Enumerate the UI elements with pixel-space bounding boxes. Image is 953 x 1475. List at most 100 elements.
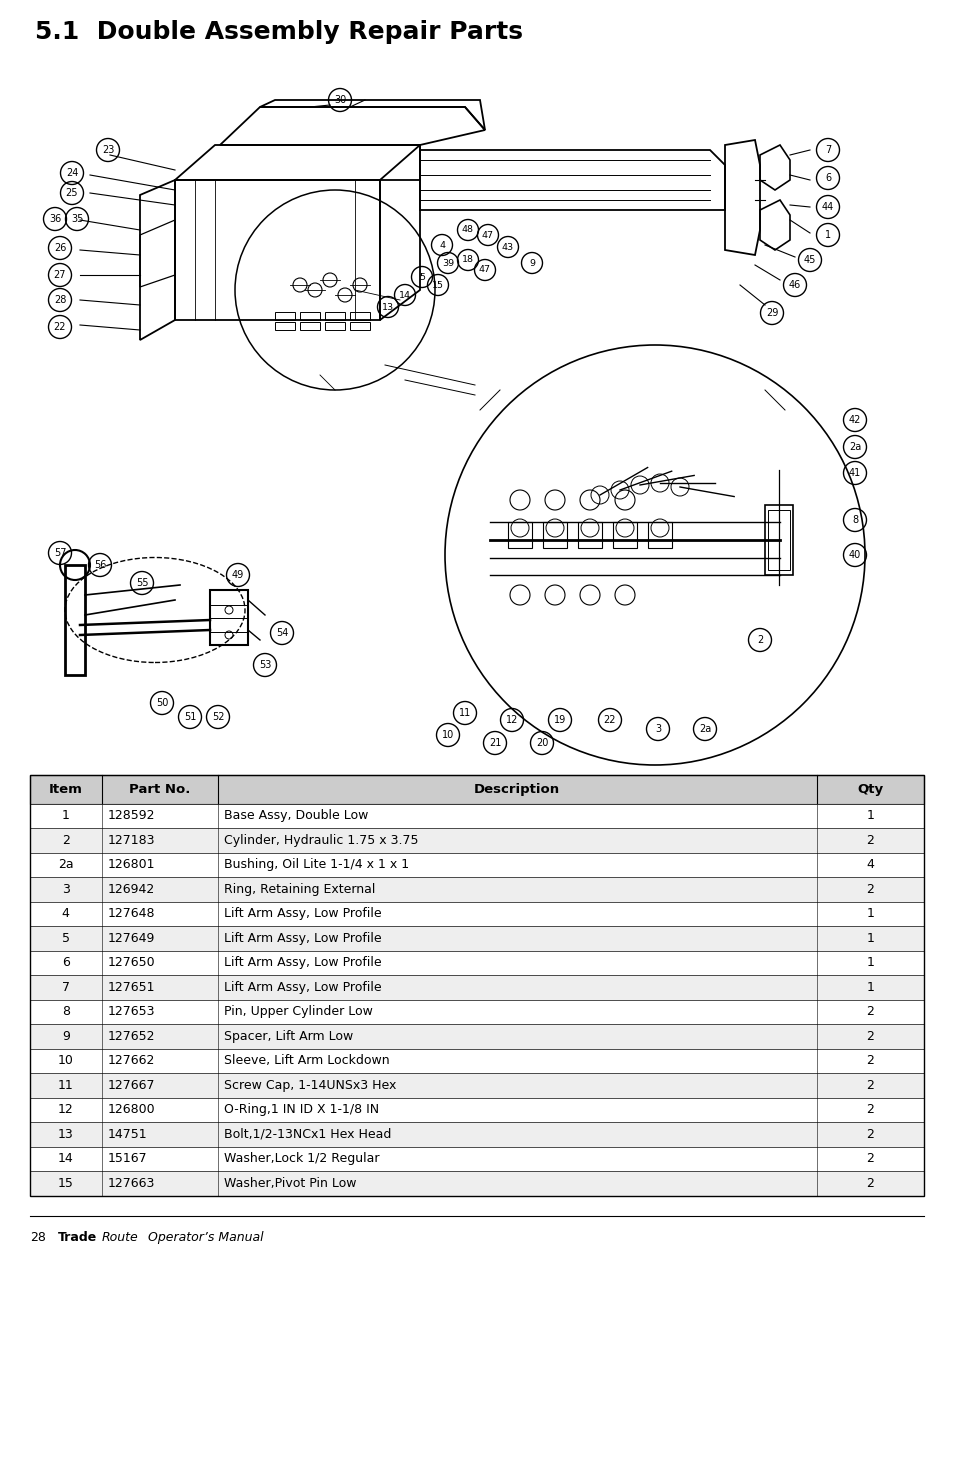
Text: 29: 29 bbox=[765, 308, 778, 319]
Text: Spacer, Lift Arm Low: Spacer, Lift Arm Low bbox=[224, 1030, 353, 1043]
Text: 22: 22 bbox=[603, 715, 616, 726]
Text: Route: Route bbox=[102, 1232, 138, 1243]
Bar bbox=[30, 1097, 923, 1122]
Text: 46: 46 bbox=[788, 280, 801, 291]
Text: 4: 4 bbox=[62, 907, 70, 920]
Text: 126801: 126801 bbox=[108, 858, 154, 872]
Text: 2: 2 bbox=[865, 1177, 873, 1190]
Bar bbox=[299, 313, 319, 320]
Text: 14: 14 bbox=[58, 1152, 73, 1165]
Text: Lift Arm Assy, Low Profile: Lift Arm Assy, Low Profile bbox=[224, 981, 381, 994]
Text: Washer,Lock 1/2 Regular: Washer,Lock 1/2 Regular bbox=[224, 1152, 379, 1165]
Text: 10: 10 bbox=[441, 730, 454, 740]
Text: 52: 52 bbox=[212, 712, 224, 721]
Text: 14: 14 bbox=[398, 291, 411, 299]
Bar bbox=[30, 1049, 923, 1072]
Text: 1: 1 bbox=[865, 981, 873, 994]
Bar bbox=[30, 1024, 923, 1049]
Text: 127651: 127651 bbox=[108, 981, 154, 994]
Text: 43: 43 bbox=[501, 242, 514, 252]
Text: 25: 25 bbox=[66, 187, 78, 198]
Text: Cylinder, Hydraulic 1.75 x 3.75: Cylinder, Hydraulic 1.75 x 3.75 bbox=[224, 833, 417, 847]
Text: 51: 51 bbox=[184, 712, 196, 721]
Text: O-Ring,1 IN ID X 1-1/8 IN: O-Ring,1 IN ID X 1-1/8 IN bbox=[224, 1103, 378, 1117]
Text: 44: 44 bbox=[821, 202, 833, 212]
Text: 50: 50 bbox=[155, 698, 168, 708]
Text: 2: 2 bbox=[865, 1078, 873, 1092]
Text: 47: 47 bbox=[481, 230, 494, 239]
Text: Washer,Pivot Pin Low: Washer,Pivot Pin Low bbox=[224, 1177, 355, 1190]
Text: 2: 2 bbox=[865, 1030, 873, 1043]
Text: 127183: 127183 bbox=[108, 833, 154, 847]
Text: 1: 1 bbox=[824, 230, 830, 240]
Bar bbox=[507, 522, 532, 549]
Text: 127663: 127663 bbox=[108, 1177, 154, 1190]
Text: Screw Cap, 1-14UNSx3 Hex: Screw Cap, 1-14UNSx3 Hex bbox=[224, 1078, 395, 1092]
Text: 1: 1 bbox=[865, 956, 873, 969]
Text: 127667: 127667 bbox=[108, 1078, 154, 1092]
Text: Item: Item bbox=[49, 783, 83, 795]
Bar bbox=[65, 565, 85, 676]
Text: 2: 2 bbox=[865, 1103, 873, 1117]
Text: 55: 55 bbox=[135, 578, 148, 589]
Text: 127648: 127648 bbox=[108, 907, 154, 920]
Bar bbox=[30, 1072, 923, 1097]
Text: 4: 4 bbox=[438, 240, 444, 249]
Bar bbox=[613, 522, 637, 549]
Text: 35: 35 bbox=[71, 214, 83, 224]
Text: 15: 15 bbox=[432, 280, 443, 289]
Bar bbox=[30, 804, 923, 827]
Bar bbox=[30, 853, 923, 878]
Text: 8: 8 bbox=[851, 515, 857, 525]
Text: 126800: 126800 bbox=[108, 1103, 155, 1117]
Text: 49: 49 bbox=[232, 569, 244, 580]
Text: 39: 39 bbox=[441, 258, 454, 267]
Bar bbox=[30, 1146, 923, 1171]
Bar bbox=[30, 1122, 923, 1146]
Text: 9: 9 bbox=[62, 1030, 70, 1043]
Bar bbox=[30, 774, 923, 1196]
Text: Pin, Upper Cylinder Low: Pin, Upper Cylinder Low bbox=[224, 1006, 373, 1018]
Text: 36: 36 bbox=[49, 214, 61, 224]
Text: 2: 2 bbox=[865, 1055, 873, 1068]
Bar bbox=[542, 522, 566, 549]
Text: 2: 2 bbox=[865, 1006, 873, 1018]
Text: 7: 7 bbox=[62, 981, 70, 994]
Bar bbox=[30, 901, 923, 926]
Bar bbox=[30, 950, 923, 975]
Text: 19: 19 bbox=[554, 715, 565, 726]
Text: Description: Description bbox=[474, 783, 559, 795]
Text: Sleeve, Lift Arm Lockdown: Sleeve, Lift Arm Lockdown bbox=[224, 1055, 389, 1068]
Text: 127650: 127650 bbox=[108, 956, 155, 969]
Text: Base Assy, Double Low: Base Assy, Double Low bbox=[224, 810, 368, 822]
Text: 4: 4 bbox=[865, 858, 873, 872]
Text: 12: 12 bbox=[505, 715, 517, 726]
Text: Trade: Trade bbox=[58, 1232, 97, 1243]
Text: 41: 41 bbox=[848, 468, 861, 478]
Text: 28: 28 bbox=[30, 1232, 46, 1243]
Bar bbox=[30, 827, 923, 853]
Text: 1: 1 bbox=[865, 907, 873, 920]
Text: 11: 11 bbox=[458, 708, 471, 718]
Text: 14751: 14751 bbox=[108, 1128, 147, 1140]
Text: Lift Arm Assy, Low Profile: Lift Arm Assy, Low Profile bbox=[224, 907, 381, 920]
Text: 5: 5 bbox=[62, 932, 70, 945]
Text: Bolt,1/2-13NCx1 Hex Head: Bolt,1/2-13NCx1 Hex Head bbox=[224, 1128, 391, 1140]
Bar bbox=[578, 522, 601, 549]
Text: 45: 45 bbox=[803, 255, 816, 266]
Text: Operator’s Manual: Operator’s Manual bbox=[140, 1232, 263, 1243]
Text: 2: 2 bbox=[865, 1152, 873, 1165]
Bar bbox=[325, 322, 345, 330]
Text: 127662: 127662 bbox=[108, 1055, 154, 1068]
Text: 8: 8 bbox=[62, 1006, 70, 1018]
Text: 127652: 127652 bbox=[108, 1030, 154, 1043]
Text: 126942: 126942 bbox=[108, 882, 154, 895]
Text: 9: 9 bbox=[529, 258, 535, 267]
Bar bbox=[299, 322, 319, 330]
Text: 5: 5 bbox=[418, 273, 424, 282]
Bar bbox=[647, 522, 671, 549]
Text: 56: 56 bbox=[93, 560, 106, 569]
Text: 42: 42 bbox=[848, 414, 861, 425]
Bar bbox=[767, 510, 789, 569]
Text: 30: 30 bbox=[334, 94, 346, 105]
